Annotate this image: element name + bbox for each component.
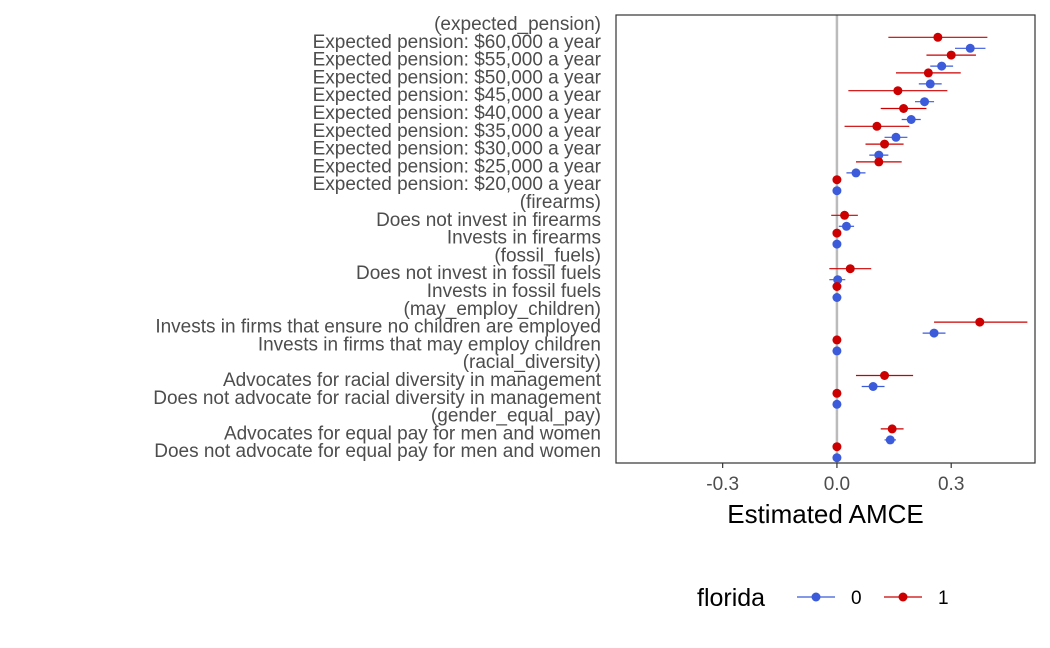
- estimate-point: [832, 239, 842, 249]
- y-tick-label: Expected pension: $25,000 a year: [313, 156, 602, 177]
- y-tick-label: Expected pension: $55,000 a year: [313, 50, 602, 71]
- y-tick-label: Advocates for racial diversity in manage…: [223, 370, 602, 391]
- estimate-point: [833, 275, 843, 285]
- y-tick-label: Invests in fossil fuels: [427, 281, 601, 302]
- estimate-point: [946, 50, 956, 60]
- estimate-point: [925, 79, 935, 89]
- estimate-point: [872, 121, 882, 131]
- estimate-point: [874, 157, 884, 167]
- x-tick-label: 0.3: [938, 474, 964, 495]
- estimate-point: [880, 371, 890, 380]
- legend-title: florida: [697, 584, 765, 612]
- y-tick-label: Expected pension: $35,000 a year: [313, 121, 602, 142]
- y-tick-label: Invests in firearms: [447, 228, 601, 249]
- series-0: [829, 43, 986, 463]
- x-axis: -0.3 0.0 0.3: [706, 463, 964, 495]
- y-tick-label: Does not invest in fossil fuels: [356, 263, 601, 284]
- y-tick-label: Expected pension: $40,000 a year: [313, 103, 602, 124]
- y-tick-label: Expected pension: $20,000 a year: [313, 174, 602, 195]
- estimate-point: [880, 139, 890, 149]
- legend-point: [898, 592, 908, 602]
- y-tick-label: (may_employ_children): [404, 299, 601, 320]
- y-tick-label: Expected pension: $45,000 a year: [313, 85, 602, 106]
- legend-point: [811, 592, 821, 602]
- estimate-point: [975, 317, 985, 327]
- estimate-point: [832, 335, 842, 345]
- estimate-point: [840, 210, 850, 220]
- estimate-point: [851, 168, 861, 178]
- estimate-point: [893, 86, 903, 96]
- estimate-point: [868, 382, 878, 391]
- legend-key-1: 1: [884, 588, 949, 609]
- estimate-point: [832, 228, 842, 238]
- y-tick-label: Does not advocate for equal pay for men …: [154, 441, 601, 462]
- estimate-point: [845, 264, 855, 274]
- estimate-point: [933, 32, 943, 42]
- legend-label: 0: [851, 588, 862, 609]
- estimate-point: [874, 150, 884, 160]
- y-tick-label: Does not advocate for racial diversity i…: [153, 388, 602, 409]
- y-tick-label: (gender_equal_pay): [431, 406, 601, 427]
- legend-label: 1: [938, 588, 949, 609]
- estimate-point: [920, 97, 930, 107]
- estimate-point: [906, 115, 916, 124]
- legend: florida 0 1: [697, 584, 949, 612]
- plot-panel-border: [615, 14, 1036, 464]
- estimate-point: [832, 282, 842, 291]
- estimate-point: [832, 293, 842, 302]
- legend-key-0: 0: [797, 588, 862, 609]
- estimate-point: [891, 132, 901, 142]
- y-tick-label: Advocates for equal pay for men and wome…: [224, 423, 601, 444]
- x-tick-label: 0.0: [824, 474, 850, 495]
- estimate-point: [832, 453, 842, 463]
- y-tick-label: Invests in firms that ensure no children…: [155, 317, 601, 338]
- estimate-point: [832, 388, 842, 398]
- y-tick-label: Invests in firms that may employ childre…: [258, 334, 601, 355]
- series-1: [829, 32, 1028, 452]
- x-axis-title: Estimated AMCE: [727, 499, 924, 529]
- y-tick-label: Expected pension: $30,000 a year: [313, 139, 602, 160]
- y-tick-label: (fossil_fuels): [494, 245, 601, 266]
- estimate-point: [832, 399, 842, 409]
- y-tick-label: (firearms): [520, 192, 601, 213]
- y-tick-label: (expected_pension): [434, 14, 601, 35]
- series-layer: [829, 32, 1028, 463]
- estimate-point: [832, 186, 842, 196]
- estimate-point: [923, 68, 933, 78]
- estimate-point: [929, 328, 939, 338]
- estimate-point: [832, 442, 842, 452]
- y-tick-label: Expected pension: $60,000 a year: [313, 32, 602, 53]
- estimate-point: [899, 104, 909, 113]
- estimate-point: [937, 61, 947, 71]
- estimate-point: [885, 435, 895, 445]
- y-tick-labels: (expected_pension)Expected pension: $60,…: [153, 14, 602, 462]
- estimate-point: [887, 424, 897, 434]
- estimate-point: [965, 43, 975, 53]
- x-tick-label: -0.3: [706, 474, 739, 495]
- estimate-point: [832, 346, 842, 356]
- y-tick-label: (racial_diversity): [463, 352, 601, 373]
- estimate-point: [832, 175, 842, 185]
- y-tick-label: Expected pension: $50,000 a year: [313, 67, 602, 88]
- estimate-point: [841, 221, 851, 231]
- y-tick-label: Does not invest in firearms: [376, 210, 601, 231]
